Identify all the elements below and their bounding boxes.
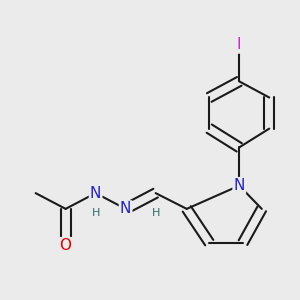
Text: N: N <box>90 186 101 201</box>
Text: N: N <box>234 178 245 193</box>
Text: H: H <box>92 208 100 218</box>
Text: H: H <box>152 208 160 218</box>
Text: O: O <box>60 238 72 253</box>
Text: N: N <box>120 201 131 216</box>
Text: I: I <box>237 38 242 52</box>
